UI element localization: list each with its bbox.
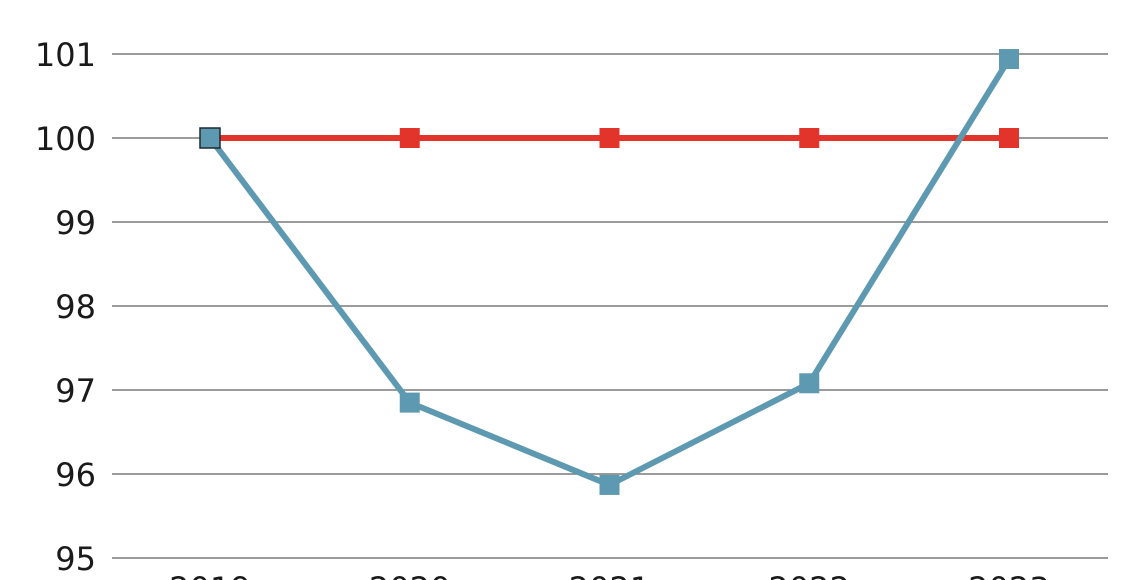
marker xyxy=(799,128,820,148)
y-tick-label: 100 xyxy=(35,120,96,158)
x-tick-label: 2019 xyxy=(169,570,250,580)
y-tick-label: 96 xyxy=(55,456,96,494)
marker xyxy=(999,128,1019,148)
y-tick-label: 95 xyxy=(55,540,96,578)
y-tick-label: 98 xyxy=(55,288,96,326)
x-tick-label: 2023 xyxy=(968,570,1049,580)
marker xyxy=(599,474,620,495)
y-tick-label: 99 xyxy=(55,204,96,242)
series-line xyxy=(207,57,1012,488)
marker xyxy=(999,49,1019,70)
marker xyxy=(599,128,620,148)
marker xyxy=(799,373,820,394)
y-tick-label: 97 xyxy=(55,372,96,410)
marker xyxy=(399,128,420,148)
x-tick-label: 2022 xyxy=(769,570,850,580)
x-tick-label: 2021 xyxy=(569,570,650,580)
marker xyxy=(199,127,221,149)
y-tick-label: 101 xyxy=(35,36,96,74)
x-tick-label: 2020 xyxy=(369,570,450,580)
marker xyxy=(399,392,420,413)
